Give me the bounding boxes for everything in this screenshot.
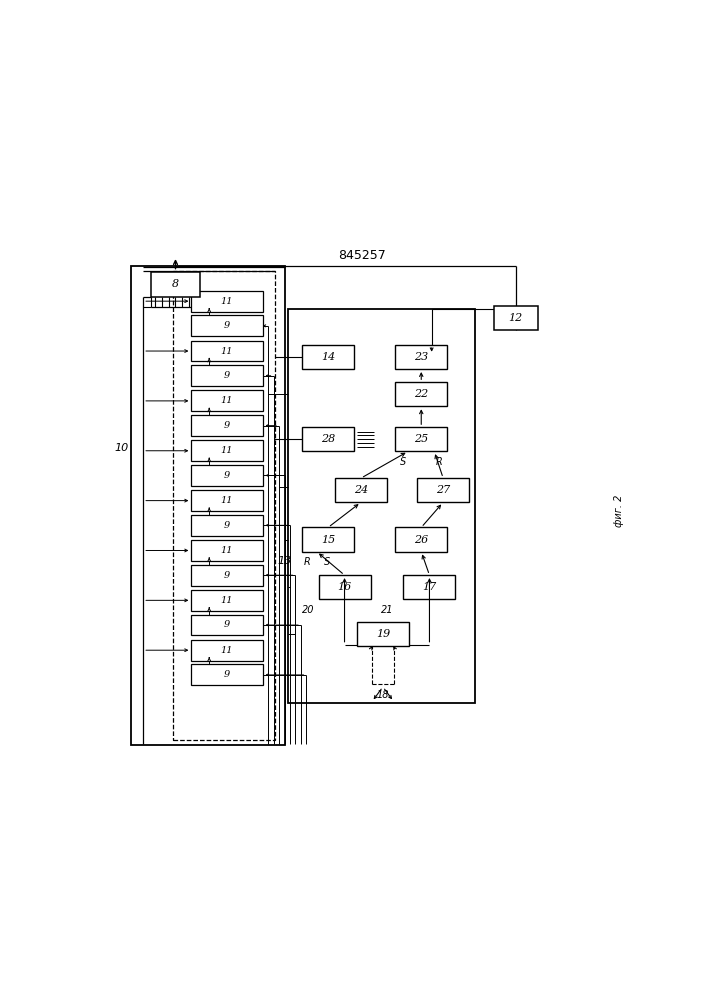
Text: 15: 15 — [321, 535, 335, 545]
Text: 26: 26 — [414, 535, 428, 545]
Bar — [357, 622, 409, 646]
Text: 11: 11 — [221, 297, 233, 306]
Bar — [417, 478, 469, 502]
Text: 9: 9 — [224, 571, 230, 580]
Text: S: S — [400, 457, 407, 467]
Text: 20: 20 — [302, 605, 314, 615]
Bar — [192, 415, 262, 436]
Text: 11: 11 — [221, 446, 233, 455]
Bar — [192, 465, 262, 486]
Text: 22: 22 — [414, 389, 428, 399]
Text: 11: 11 — [221, 546, 233, 555]
Bar — [319, 575, 370, 599]
Bar — [192, 540, 262, 561]
Bar — [192, 315, 262, 336]
Bar — [302, 345, 354, 369]
Text: 9: 9 — [224, 620, 230, 629]
Bar — [173, 271, 275, 740]
Text: 23: 23 — [414, 352, 428, 362]
Bar — [192, 341, 262, 361]
Text: 11: 11 — [221, 646, 233, 655]
Text: 16: 16 — [337, 582, 351, 592]
Text: 19: 19 — [375, 629, 390, 639]
Text: 9: 9 — [224, 670, 230, 679]
Bar — [192, 390, 262, 411]
Bar — [192, 365, 262, 386]
Text: 25: 25 — [414, 434, 428, 444]
Bar — [395, 345, 448, 369]
Bar — [494, 306, 538, 330]
Bar — [335, 478, 387, 502]
Text: 11: 11 — [221, 596, 233, 605]
Text: фиг. 2: фиг. 2 — [614, 494, 624, 527]
Bar — [288, 309, 474, 703]
Text: 13: 13 — [277, 556, 292, 566]
Bar — [131, 266, 284, 745]
Text: R: R — [436, 457, 443, 467]
Bar — [302, 527, 354, 552]
Text: 9: 9 — [224, 321, 230, 330]
Text: S: S — [324, 557, 330, 567]
Bar — [302, 427, 354, 451]
Bar — [192, 490, 262, 511]
Text: 27: 27 — [436, 485, 450, 495]
Text: R: R — [304, 557, 311, 567]
Text: 11: 11 — [221, 496, 233, 505]
Text: 11: 11 — [221, 396, 233, 405]
Text: 17: 17 — [422, 582, 437, 592]
Bar — [192, 515, 262, 536]
Bar — [151, 272, 199, 297]
Text: 9: 9 — [224, 521, 230, 530]
Bar — [192, 615, 262, 635]
Text: 18: 18 — [377, 690, 389, 700]
Text: 9: 9 — [224, 371, 230, 380]
Text: 10: 10 — [114, 443, 129, 453]
Bar — [192, 291, 262, 312]
Bar — [395, 382, 448, 406]
Text: 14: 14 — [321, 352, 335, 362]
Bar — [192, 640, 262, 661]
Text: 12: 12 — [508, 313, 523, 323]
Text: 28: 28 — [321, 434, 335, 444]
Bar — [192, 590, 262, 611]
Bar — [192, 565, 262, 586]
Text: 8: 8 — [172, 279, 179, 289]
Bar — [395, 427, 448, 451]
Text: 9: 9 — [224, 471, 230, 480]
Text: 845257: 845257 — [339, 249, 386, 262]
Text: 11: 11 — [221, 347, 233, 356]
Bar — [192, 440, 262, 461]
Text: 21: 21 — [381, 605, 393, 615]
Bar — [395, 527, 448, 552]
Text: 24: 24 — [354, 485, 368, 495]
Text: 9: 9 — [224, 421, 230, 430]
Bar — [404, 575, 455, 599]
Bar — [192, 664, 262, 685]
